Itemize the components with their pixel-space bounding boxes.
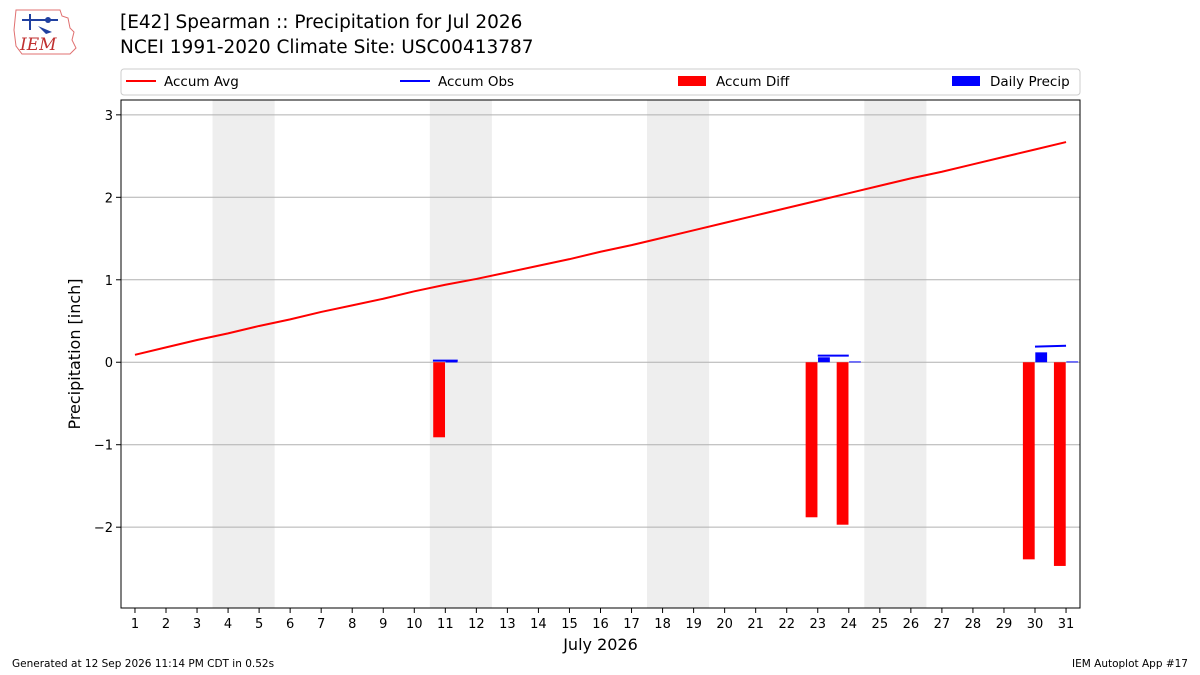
x-tick-label: 24 (841, 617, 858, 632)
chart-marks (134, 141, 1079, 566)
chart-title: [E42] Spearman :: Precipitation for Jul … (120, 12, 523, 33)
y-tick-label: −1 (94, 439, 113, 454)
accum-diff-bar (1053, 362, 1066, 566)
x-tick-label: 25 (872, 617, 889, 632)
x-tick-label: 14 (530, 617, 547, 632)
x-tick-label: 17 (623, 617, 640, 632)
chart-subtitle: NCEI 1991-2020 Climate Site: USC00413787 (120, 37, 534, 58)
daily-precip-bar (1066, 361, 1079, 363)
daily-precip-bar (1035, 352, 1048, 363)
x-tick-label: 28 (965, 617, 982, 632)
legend-accum-diff-swatch (678, 76, 706, 86)
y-axis-ticks: 3 2 1 0 −1 −2 (94, 109, 121, 536)
generated-timestamp: Generated at 12 Sep 2026 11:14 PM CDT in… (12, 658, 275, 670)
x-axis-title: July 2026 (562, 635, 638, 654)
logo-text: IEM (19, 35, 57, 55)
x-tick-label: 20 (716, 617, 733, 632)
daily-precip-bar (818, 357, 830, 363)
x-tick-label: 8 (348, 617, 356, 632)
accum-diff-bar (805, 362, 818, 518)
x-tick-label: 6 (286, 617, 294, 632)
x-tick-label: 13 (499, 617, 516, 632)
x-tick-label: 16 (592, 617, 609, 632)
y-gridlines (121, 114, 1080, 528)
x-tick-label: 31 (1058, 617, 1075, 632)
y-tick-label: −2 (94, 521, 113, 536)
y-tick-label: 0 (105, 356, 113, 371)
x-tick-label: 30 (1027, 617, 1044, 632)
y-tick-label: 1 (105, 274, 113, 289)
x-tick-label: 21 (747, 617, 764, 632)
x-tick-label: 26 (903, 617, 920, 632)
legend-accum-avg-label: Accum Avg (164, 74, 239, 90)
x-tick-label: 4 (224, 617, 232, 632)
weekend-band (429, 100, 492, 608)
app-credit: IEM Autoplot App #17 (1072, 658, 1188, 670)
accum-diff-bar (836, 362, 849, 525)
y-tick-label: 3 (105, 109, 113, 124)
x-tick-label: 18 (654, 617, 671, 632)
x-tick-label: 19 (685, 617, 702, 632)
legend-daily-precip-label: Daily Precip (990, 74, 1070, 90)
x-tick-label: 29 (996, 617, 1013, 632)
weekend-band (864, 100, 927, 608)
x-tick-label: 11 (437, 617, 454, 632)
weekend-shading (212, 100, 927, 608)
weekend-band (647, 100, 710, 608)
accum-diff-bar (433, 362, 446, 438)
x-tick-label: 5 (255, 617, 263, 632)
x-tick-label: 27 (934, 617, 951, 632)
accum-obs-line (1034, 344, 1067, 348)
x-tick-label: 2 (162, 617, 170, 632)
x-tick-label: 10 (406, 617, 423, 632)
x-tick-label: 15 (561, 617, 578, 632)
x-tick-label: 22 (778, 617, 795, 632)
accum-avg-line (134, 141, 1067, 356)
legend-accum-obs-label: Accum Obs (438, 74, 514, 90)
iem-logo: IEM (13, 9, 77, 55)
daily-precip-bar (445, 361, 458, 363)
y-tick-label: 2 (105, 191, 113, 206)
daily-precip-bar (849, 361, 861, 363)
accum-diff-bar (1022, 362, 1035, 560)
y-axis-title: Precipitation [inch] (65, 278, 84, 429)
legend: Accum Avg Accum Obs Accum Diff Daily Precip (120, 68, 1081, 96)
x-tick-label: 12 (468, 617, 485, 632)
x-axis-ticks: 1 2 3 4 5 6 7 8 9 10 11 12 13 14 15 16 17 18 19 20 21 22 23 24 2… (131, 608, 1074, 632)
x-tick-label: 1 (131, 617, 139, 632)
legend-daily-precip-swatch (952, 76, 980, 86)
legend-box (120, 68, 1081, 96)
x-tick-label: 23 (809, 617, 826, 632)
x-tick-label: 3 (193, 617, 201, 632)
x-tick-label: 7 (317, 617, 325, 632)
legend-accum-diff-label: Accum Diff (716, 74, 790, 90)
x-tick-label: 9 (379, 617, 387, 632)
weekend-band (212, 100, 275, 608)
